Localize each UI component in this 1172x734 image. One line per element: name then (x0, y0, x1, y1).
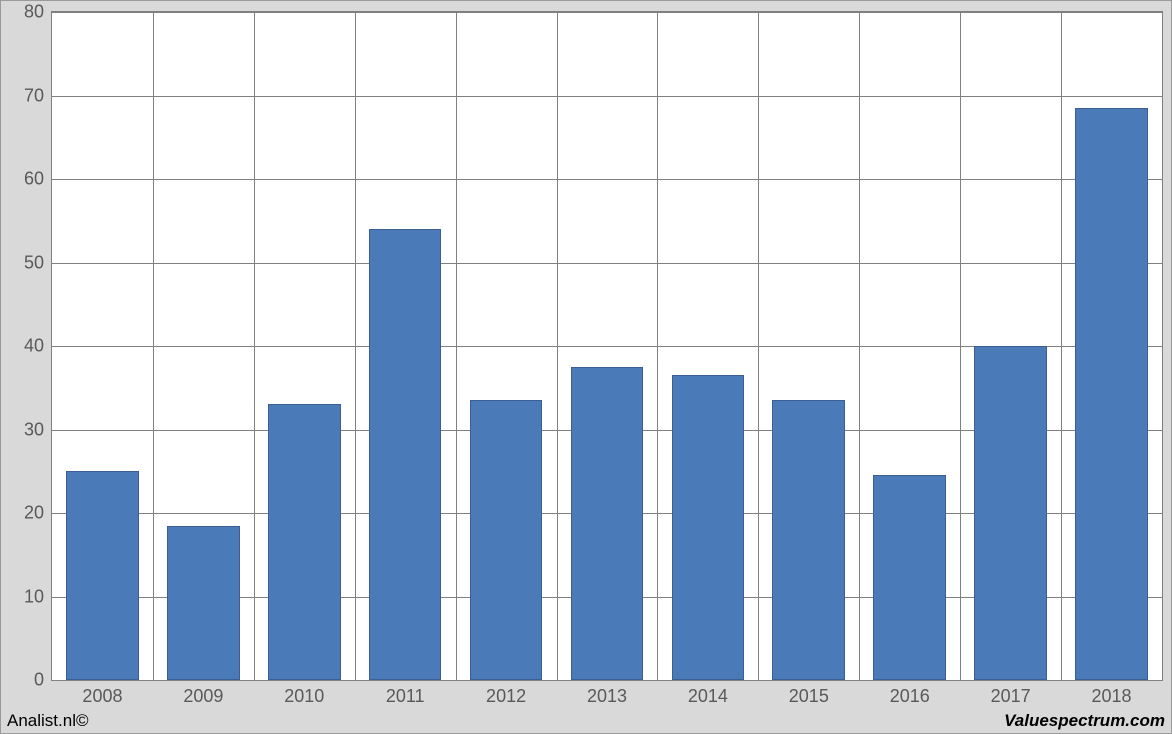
bar (66, 471, 139, 680)
bar (873, 475, 946, 680)
gridline-vertical (758, 12, 759, 680)
gridline-vertical (657, 12, 658, 680)
gridline-vertical (355, 12, 356, 680)
x-axis-tick-label: 2008 (82, 686, 122, 707)
x-axis-tick-label: 2012 (486, 686, 526, 707)
x-axis-tick-label: 2011 (386, 686, 425, 707)
x-axis-tick-label: 2016 (890, 686, 930, 707)
footer-left-credit: Analist.nl© (7, 711, 89, 731)
x-axis-tick-label: 2009 (183, 686, 223, 707)
bar (268, 404, 341, 680)
gridline-vertical (1061, 12, 1062, 680)
bar (1075, 108, 1148, 680)
chart-container: 0 10 20 30 40 50 60 70 80 2008 2009 2010 2011 2012 201… (0, 0, 1172, 734)
bar (369, 229, 442, 680)
bar (772, 400, 845, 680)
x-axis-tick-label: 2013 (587, 686, 627, 707)
y-axis-tick-label: 60 (24, 169, 44, 190)
x-axis-tick-label: 2014 (688, 686, 728, 707)
y-axis-tick-label: 20 (24, 503, 44, 524)
gridline-horizontal (52, 12, 1162, 13)
y-axis-tick-label: 70 (24, 85, 44, 106)
x-axis-tick-label: 2017 (991, 686, 1031, 707)
y-axis-tick-label: 50 (24, 252, 44, 273)
x-axis-tick-label: 2018 (1092, 686, 1132, 707)
gridline-vertical (254, 12, 255, 680)
y-axis-tick-label: 30 (24, 419, 44, 440)
y-axis-tick-label: 80 (24, 2, 44, 23)
bar (672, 375, 745, 680)
plot-area: 0102030405060708020082009201020112012201… (51, 11, 1163, 681)
gridline-vertical (859, 12, 860, 680)
gridline-vertical (153, 12, 154, 680)
gridline-vertical (960, 12, 961, 680)
x-axis-tick-label: 2015 (789, 686, 829, 707)
gridline-vertical (557, 12, 558, 680)
bar (167, 526, 240, 680)
bar (470, 400, 543, 680)
gridline-horizontal (52, 179, 1162, 180)
y-axis-tick-label: 0 (34, 670, 44, 691)
y-axis-tick-label: 10 (24, 586, 44, 607)
bar (571, 367, 644, 680)
bar (974, 346, 1047, 680)
x-axis-tick-label: 2010 (284, 686, 324, 707)
y-axis-tick-label: 40 (24, 336, 44, 357)
gridline-vertical (456, 12, 457, 680)
footer-right-credit: Valuespectrum.com (1004, 711, 1165, 731)
gridline-horizontal (52, 96, 1162, 97)
gridline-horizontal (52, 263, 1162, 264)
